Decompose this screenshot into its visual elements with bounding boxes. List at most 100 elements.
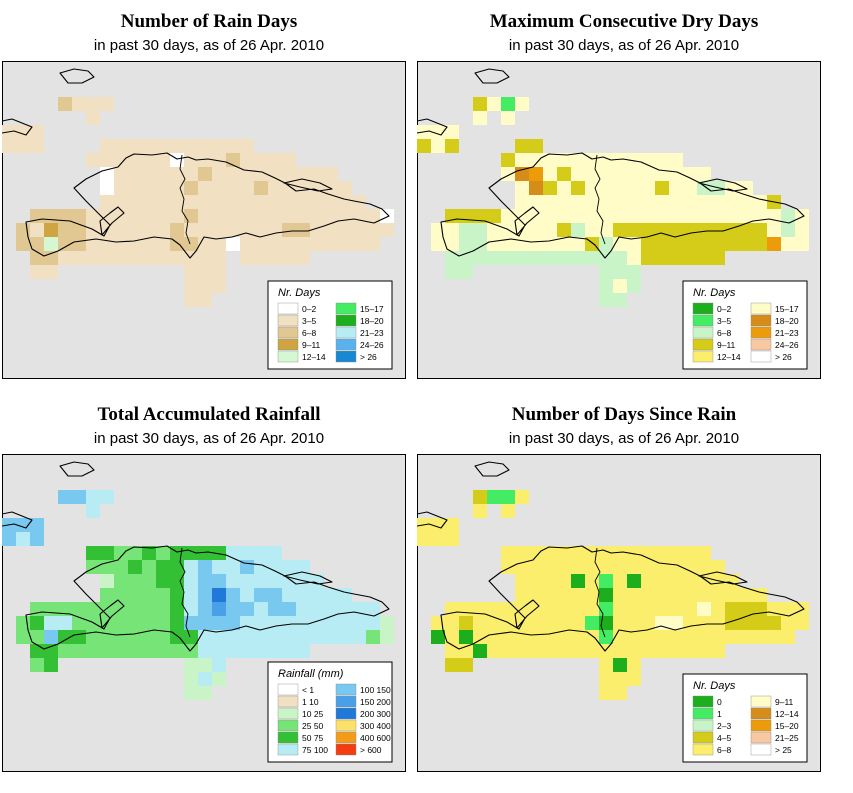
- grid-cell: [100, 153, 114, 167]
- grid-cell: [198, 574, 212, 588]
- grid-cell: [86, 111, 100, 125]
- grid-cell: [669, 251, 683, 265]
- grid-cell: [697, 167, 711, 181]
- grid-cell: [254, 195, 268, 209]
- grid-cell: [128, 209, 142, 223]
- grid-cell: [613, 686, 627, 700]
- grid-cell: [282, 153, 296, 167]
- grid-cell: [585, 560, 599, 574]
- grid-cell: [16, 630, 30, 644]
- grid-cell: [669, 616, 683, 630]
- grid-cell: [128, 616, 142, 630]
- grid-cell: [711, 588, 725, 602]
- legend-label: 75 100: [302, 745, 328, 755]
- grid-cell: [557, 181, 571, 195]
- grid-cell: [445, 658, 459, 672]
- grid-cell: [473, 644, 487, 658]
- grid-cell: [473, 97, 487, 111]
- grid-cell: [114, 588, 128, 602]
- legend-swatch: [692, 743, 714, 756]
- grid-cell: [184, 265, 198, 279]
- grid-cell: [571, 630, 585, 644]
- grid-cell: [86, 209, 100, 223]
- grid-cell: [184, 602, 198, 616]
- grid-cell: [473, 616, 487, 630]
- grid-cell: [557, 153, 571, 167]
- grid-cell: [100, 167, 114, 181]
- grid-cell: [599, 574, 613, 588]
- grid-cell: [100, 181, 114, 195]
- grid-cell: [296, 630, 310, 644]
- grid-cell: [697, 602, 711, 616]
- grid-cell: [86, 237, 100, 251]
- legend-label: 300 400: [360, 721, 391, 731]
- grid-cell: [156, 602, 170, 616]
- grid-cell: [184, 686, 198, 700]
- grid-cell: [380, 616, 394, 630]
- grid-cell: [739, 209, 753, 223]
- grid-cell: [282, 616, 296, 630]
- grid-cell: [529, 588, 543, 602]
- grid-cell: [711, 237, 725, 251]
- grid-cell: [254, 602, 268, 616]
- legend-label: 0: [717, 697, 722, 707]
- grid-cell: [226, 644, 240, 658]
- grid-cell: [30, 616, 44, 630]
- grid-cell: [669, 195, 683, 209]
- grid-cell: [128, 546, 142, 560]
- grid-cell: [184, 574, 198, 588]
- legend-swatch: [692, 350, 714, 363]
- grid-cell: [114, 181, 128, 195]
- grid-cell: [683, 223, 697, 237]
- grid-cell: [310, 602, 324, 616]
- grid-cell: [585, 588, 599, 602]
- grid-cell: [268, 181, 282, 195]
- grid-cell: [753, 630, 767, 644]
- grid-cell: [30, 644, 44, 658]
- grid-cell: [156, 167, 170, 181]
- grid-cell: [557, 616, 571, 630]
- grid-cell: [100, 490, 114, 504]
- legend-label: 21–25: [775, 733, 799, 743]
- grid-cell: [739, 237, 753, 251]
- grid-cell: [240, 209, 254, 223]
- grid-cell: [585, 167, 599, 181]
- grid-cell: [58, 223, 72, 237]
- grid-cell: [268, 616, 282, 630]
- grid-cell: [58, 630, 72, 644]
- grid-cell: [571, 223, 585, 237]
- grid-cell: [282, 237, 296, 251]
- panel-title: Maximum Consecutive Dry Days: [489, 11, 759, 32]
- grid-cell: [142, 195, 156, 209]
- grid-cell: [543, 153, 557, 167]
- grid-cell: [184, 658, 198, 672]
- grid-cell: [697, 630, 711, 644]
- grid-cell: [585, 223, 599, 237]
- grid-cell: [142, 167, 156, 181]
- grid-cell: [431, 518, 445, 532]
- grid-cell: [114, 153, 128, 167]
- grid-cell: [683, 181, 697, 195]
- legend-label: 3–5: [717, 316, 731, 326]
- panel-rain-days: Number of Rain Days in past 30 days, as …: [2, 0, 416, 390]
- grid-cell: [254, 630, 268, 644]
- grid-cell: [487, 237, 501, 251]
- legend: Nr. Days 0–2 3–5 6–8 9–11 12–14 15–17 18–20 21–2…: [682, 280, 808, 370]
- grid-cell: [44, 658, 58, 672]
- grid-cell: [739, 223, 753, 237]
- grid-cell: [543, 560, 557, 574]
- grid-cell: [627, 279, 641, 293]
- grid-cell: [30, 251, 44, 265]
- grid-cell: [58, 616, 72, 630]
- grid-cell: [613, 588, 627, 602]
- grid-cell: [655, 251, 669, 265]
- grid-cell: [366, 616, 380, 630]
- grid-cell: [613, 167, 627, 181]
- grid-cell: [296, 560, 310, 574]
- grid-cell: [100, 546, 114, 560]
- legend-label: 12–14: [717, 352, 741, 362]
- grid-cell: [142, 616, 156, 630]
- grid-cell: [30, 265, 44, 279]
- grid-cell: [627, 209, 641, 223]
- grid-cell: [226, 588, 240, 602]
